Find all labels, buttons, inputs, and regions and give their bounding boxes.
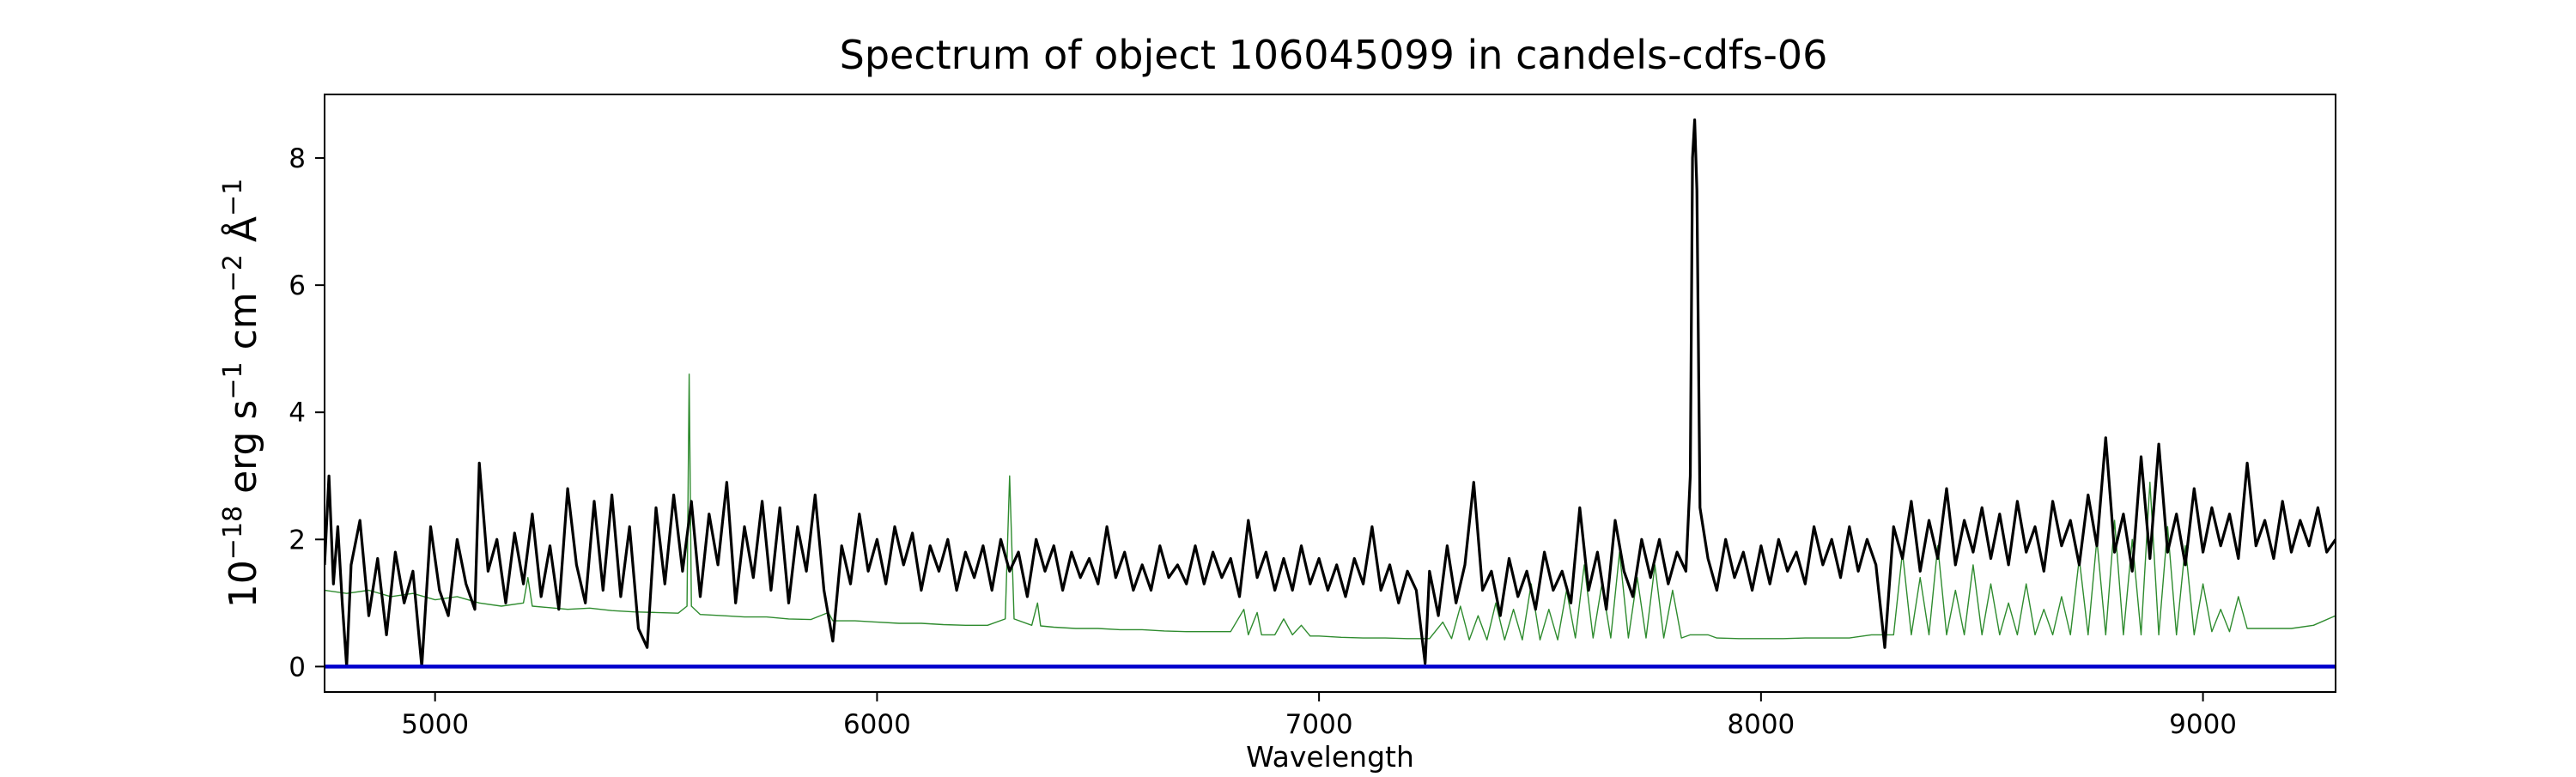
y-tick-label: 0 <box>289 652 306 683</box>
y-label-unit-exponent-1: −2 <box>218 254 248 292</box>
y-label-unit-0: erg s <box>222 400 265 506</box>
plot-frame <box>324 94 2336 693</box>
x-tick-label: 7000 <box>1285 709 1353 740</box>
plot-area <box>325 118 2336 669</box>
x-axis-label: Wavelength <box>1246 740 1414 773</box>
y-axis-label: 10−18 erg s−1 cm−2 Å−1 <box>218 179 265 608</box>
x-tick-label: 5000 <box>401 709 469 740</box>
y-label-exponent: −18 <box>218 506 248 560</box>
y-tick-label: 4 <box>289 398 306 428</box>
y-label-unit-exponent-2: −1 <box>218 179 248 216</box>
y-label-unit-1: cm <box>222 292 265 361</box>
y-axis: 0 2 4 6 8 <box>289 143 325 683</box>
chart-title: Spectrum of object 106045099 in candels-… <box>840 32 1828 78</box>
y-tick-label: 2 <box>289 525 306 555</box>
x-axis: 5000 6000 7000 8000 9000 <box>401 692 2237 740</box>
x-tick-label: 8000 <box>1727 709 1795 740</box>
series-line-error <box>325 373 2336 640</box>
y-label-unit-2: Å <box>220 216 265 254</box>
series-line-flux <box>325 118 2336 668</box>
y-tick-label: 6 <box>289 270 306 301</box>
x-tick-label: 6000 <box>843 709 911 740</box>
y-tick-label: 8 <box>289 143 306 174</box>
y-label-base: 10 <box>222 560 265 608</box>
y-label-unit-exponent-0: −1 <box>218 361 248 399</box>
x-tick-label: 9000 <box>2169 709 2237 740</box>
